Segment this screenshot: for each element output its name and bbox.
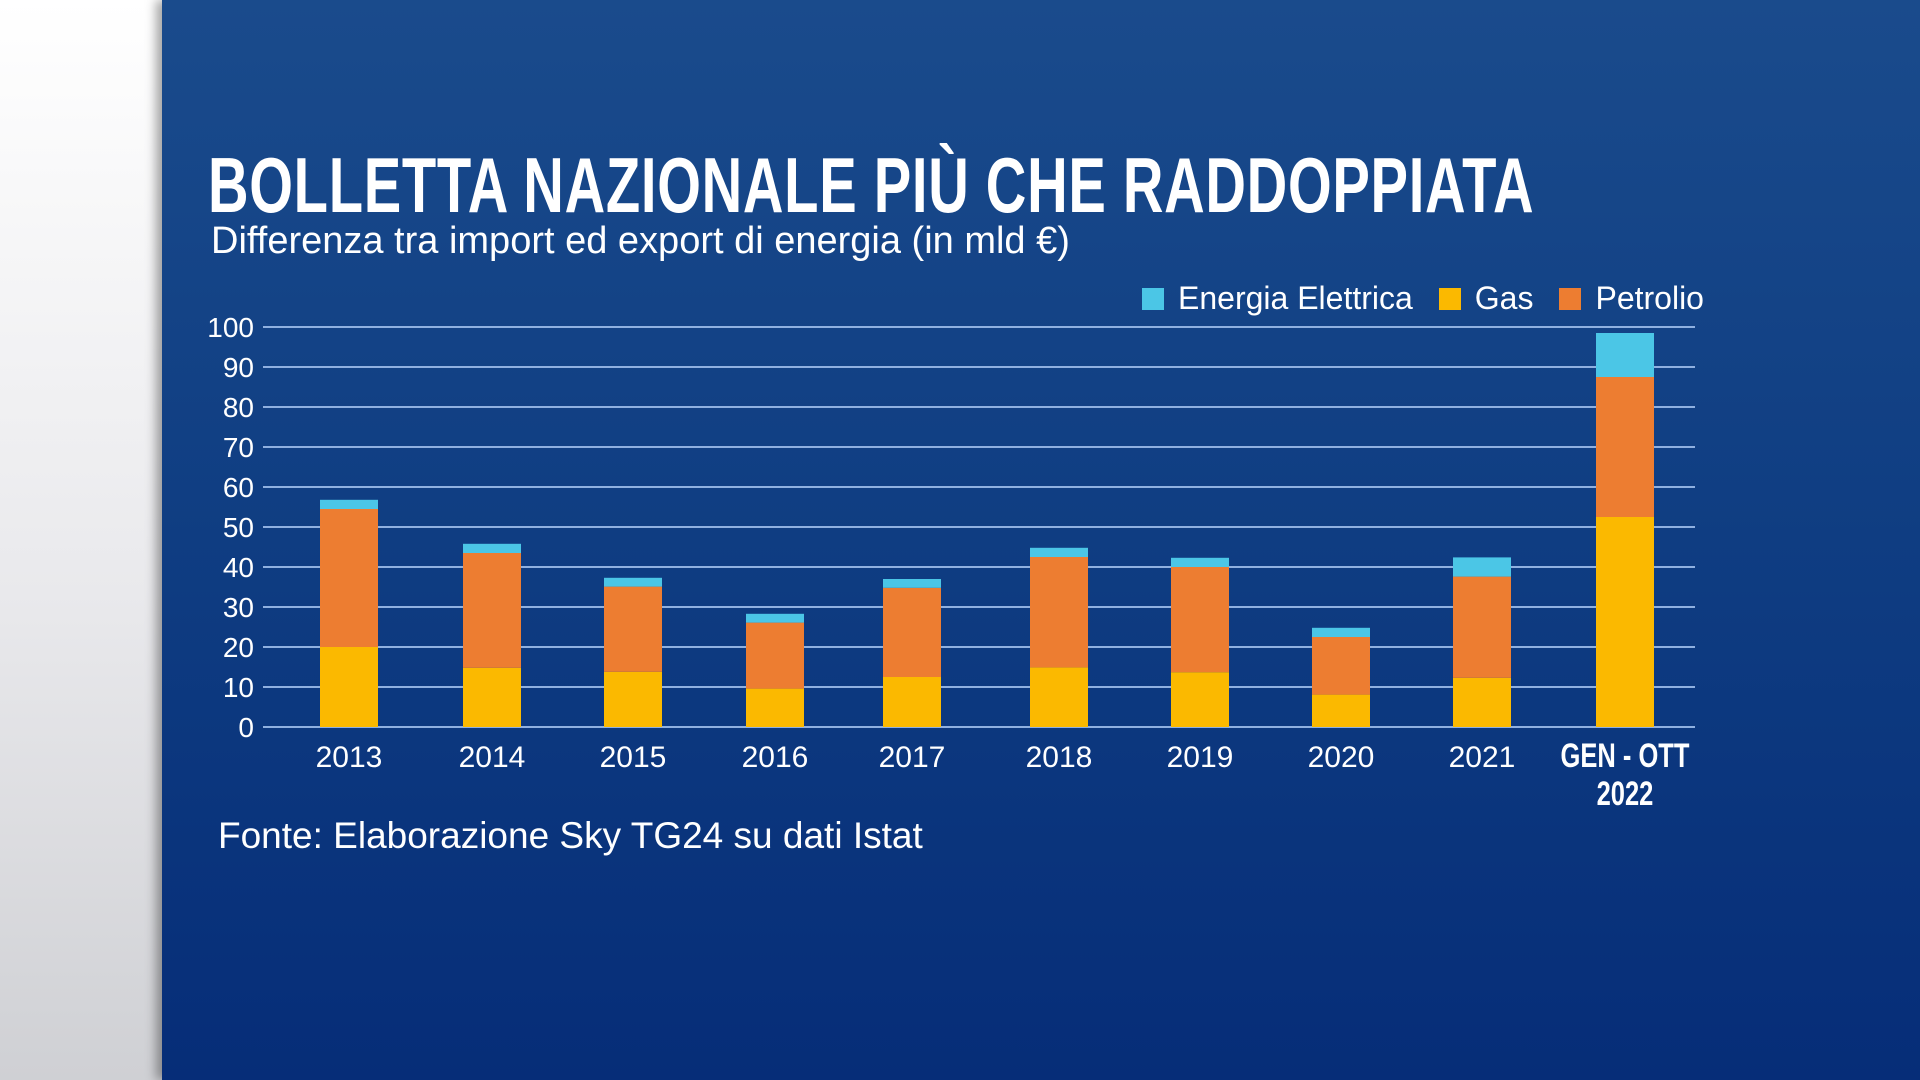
y-tick-label: 90 [223,352,254,383]
legend-swatch [1142,287,1164,310]
bar-gas [883,677,941,727]
x-tick-label: 2016 [742,741,809,774]
chart-title: BOLLETTA NAZIONALE PIÙ CHE RADDOPPIATA [208,141,1535,229]
bar-energia-elettrica [1453,557,1511,577]
bar-petrolio [883,587,941,677]
x-tick-label: 2013 [316,741,383,774]
legend: Energia Elettrica Gas Petrolio [1142,280,1730,317]
y-tick-label: 10 [223,672,254,703]
y-tick-label: 20 [223,632,254,663]
bar-gas [1453,677,1511,727]
x-tick-label: 2021 [1449,741,1516,774]
x-tick-label: 2019 [1167,741,1234,774]
x-tick-label: 2015 [600,741,667,774]
y-tick-label: 60 [223,472,254,503]
bar-petrolio [1171,567,1229,673]
bar-gas [1171,672,1229,727]
bar-gas [746,688,804,727]
bar-petrolio [1453,576,1511,678]
legend-item: Gas [1438,280,1534,317]
bar-energia-elettrica [463,543,521,553]
chart-subtitle: Differenza tra import ed export di energ… [211,220,1070,262]
bar-petrolio [604,586,662,672]
bar-petrolio [1596,377,1654,517]
bar-gas [604,671,662,727]
bar-gas [320,647,378,727]
legend-swatch [1559,287,1582,310]
y-tick-label: 40 [223,552,254,583]
y-tick-label: 70 [223,432,254,463]
legend-item: Energia Elettrica [1142,280,1413,317]
source-note: Fonte: Elaborazione Sky TG24 su dati Ist… [218,815,923,856]
y-tick-label: 50 [223,512,254,543]
legend-label: Petrolio [1595,280,1704,316]
bar-energia-elettrica [1030,547,1088,557]
bar-petrolio [746,622,804,689]
bar-energia-elettrica [1312,627,1370,637]
bar-gas [463,667,521,727]
y-tick-label: 80 [223,392,254,423]
bar-gas [1312,694,1370,727]
x-tick-label: 2017 [879,741,946,774]
left-side-strip [0,0,162,1080]
y-tick-label: 30 [223,592,254,623]
x-tick-label: 2018 [1026,741,1093,774]
bar-energia-elettrica [1596,333,1654,377]
bar-petrolio [1312,637,1370,695]
bar-gas [1030,667,1088,727]
bar-petrolio [1030,557,1088,668]
y-tick-label: 0 [238,712,254,743]
legend-label: Gas [1474,280,1534,316]
x-tick-label: GEN - OTT [1561,738,1690,775]
bar-petrolio [320,509,378,647]
bar-petrolio [463,553,521,668]
bar-energia-elettrica [320,499,378,509]
legend-item: Petrolio [1559,280,1704,317]
bar-energia-elettrica [1171,557,1229,567]
bar-energia-elettrica [604,577,662,587]
x-tick-label: 2022 [1597,776,1654,813]
x-tick-label: 2020 [1308,741,1375,774]
y-tick-label: 100 [207,312,254,343]
legend-label: Energia Elettrica [1178,280,1413,316]
bar-energia-elettrica [746,613,804,623]
x-tick-label: 2014 [459,741,526,774]
bar-gas [1596,517,1654,727]
legend-swatch [1438,287,1461,310]
bar-energia-elettrica [883,579,941,588]
